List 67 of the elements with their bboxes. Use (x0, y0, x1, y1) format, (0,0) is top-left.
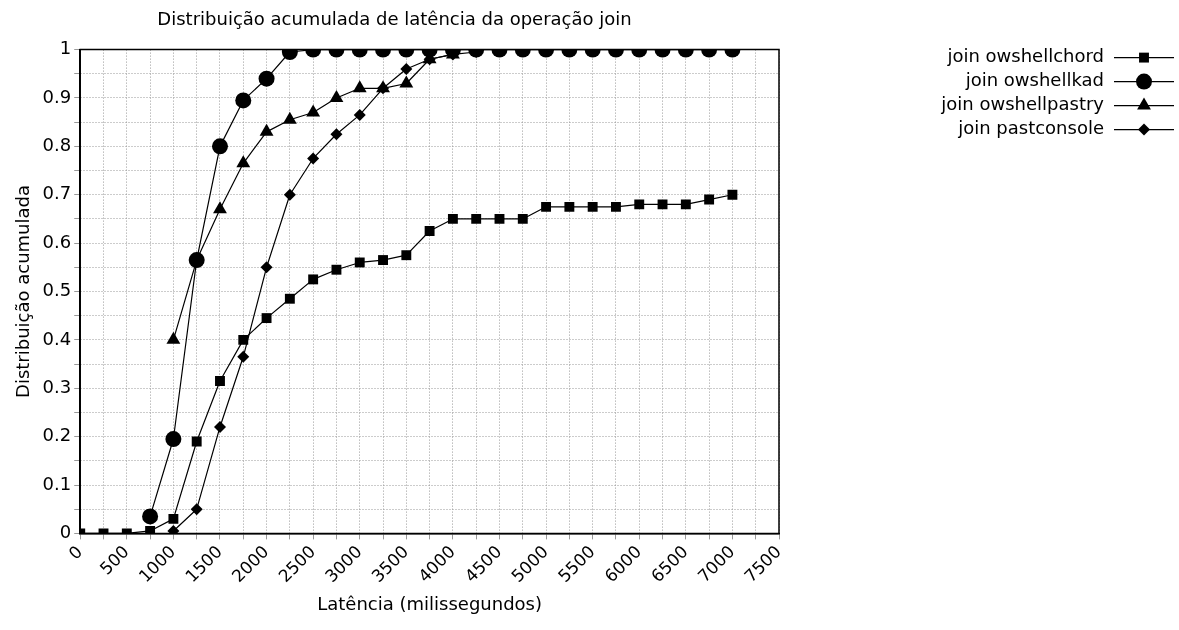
point (564, 201, 575, 212)
point (517, 213, 528, 224)
point (331, 264, 342, 275)
point (260, 261, 273, 274)
point (400, 62, 413, 75)
point (471, 213, 482, 224)
point (213, 201, 227, 214)
point (145, 526, 156, 534)
point (704, 194, 715, 205)
point (235, 92, 252, 109)
point (353, 108, 366, 121)
point (541, 201, 552, 212)
legend-label: join owshellchord (946, 45, 1104, 67)
point (378, 255, 388, 265)
y-tick-label: 0.6 (42, 230, 72, 252)
point (354, 257, 365, 268)
y-axis-title: Distribuição acumulada (12, 185, 34, 398)
legend-label: join pastconsole (957, 117, 1104, 139)
point (282, 111, 297, 124)
point (680, 199, 691, 210)
point (215, 376, 225, 386)
point (424, 226, 435, 236)
point (308, 274, 319, 285)
point (494, 213, 505, 224)
point (166, 331, 181, 344)
chart-title: Distribuição acumulada de latência da operação join (157, 8, 632, 30)
y-tick-label: 0.8 (42, 134, 72, 156)
point (167, 524, 180, 534)
point (399, 75, 414, 88)
point (657, 199, 668, 210)
point (727, 189, 738, 200)
point (142, 508, 159, 525)
x-axis-title: Latência (milissegundos) (317, 592, 542, 614)
point (283, 188, 296, 201)
point (236, 155, 251, 168)
y-tick-label: 0.1 (42, 472, 72, 494)
point (168, 513, 179, 524)
y-tick-label: 0.2 (42, 424, 72, 446)
point (284, 293, 295, 304)
point (587, 201, 598, 212)
point (330, 128, 343, 141)
y-tick-label: 0.4 (42, 327, 72, 349)
point (261, 313, 272, 324)
point (213, 420, 226, 433)
legend-label: join owshellkad (964, 69, 1104, 91)
point (401, 250, 412, 261)
point (238, 334, 249, 345)
point (306, 104, 321, 117)
point (352, 80, 367, 93)
legend-label: join owshellpastry (940, 93, 1105, 115)
y-tick-label: 0.3 (42, 375, 72, 397)
y-tick-label: 0.5 (42, 279, 72, 301)
point (259, 123, 274, 136)
y-tick-label: 1 (59, 37, 72, 59)
y-tick-label: 0.9 (42, 85, 72, 107)
y-tick-label: 0.7 (42, 182, 72, 204)
point (258, 70, 275, 87)
point (634, 199, 645, 210)
y-tick-label: 0 (59, 521, 72, 543)
point (307, 152, 320, 165)
point (611, 201, 621, 212)
point (191, 436, 202, 447)
point (447, 213, 458, 224)
point (190, 503, 203, 516)
point (211, 138, 228, 155)
point (237, 350, 250, 363)
point (165, 431, 182, 448)
